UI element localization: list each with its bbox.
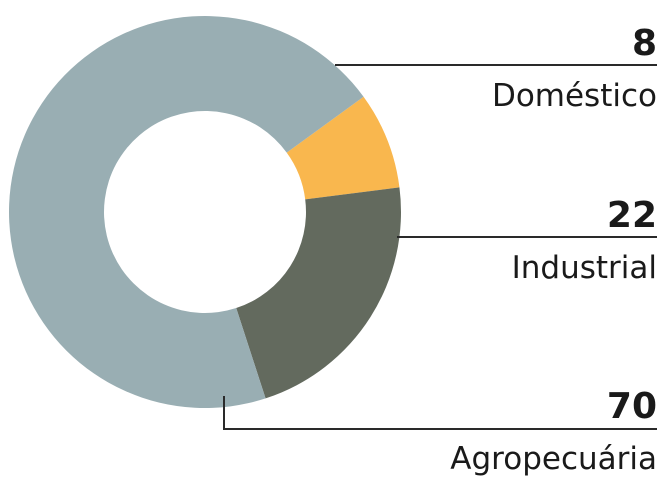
category-label-agropecuaria: Agropecuária (450, 441, 657, 477)
leader-line-agropecuaria (223, 396, 657, 430)
slice-agropecuaria (8, 15, 364, 409)
slice-labels: 8 Doméstico 22 Industrial 70 Agropecuári… (450, 23, 657, 477)
slice-industrial (236, 187, 401, 399)
category-label-industrial: Industrial (512, 250, 657, 286)
value-label-agropecuaria: 70 (607, 386, 657, 427)
category-label-domestico: Doméstico (492, 78, 657, 114)
value-label-industrial: 22 (607, 195, 657, 236)
donut-slices (8, 15, 401, 409)
leader-lines (223, 64, 657, 430)
value-label-domestico: 8 (632, 23, 657, 64)
slice-domestico (286, 96, 400, 200)
